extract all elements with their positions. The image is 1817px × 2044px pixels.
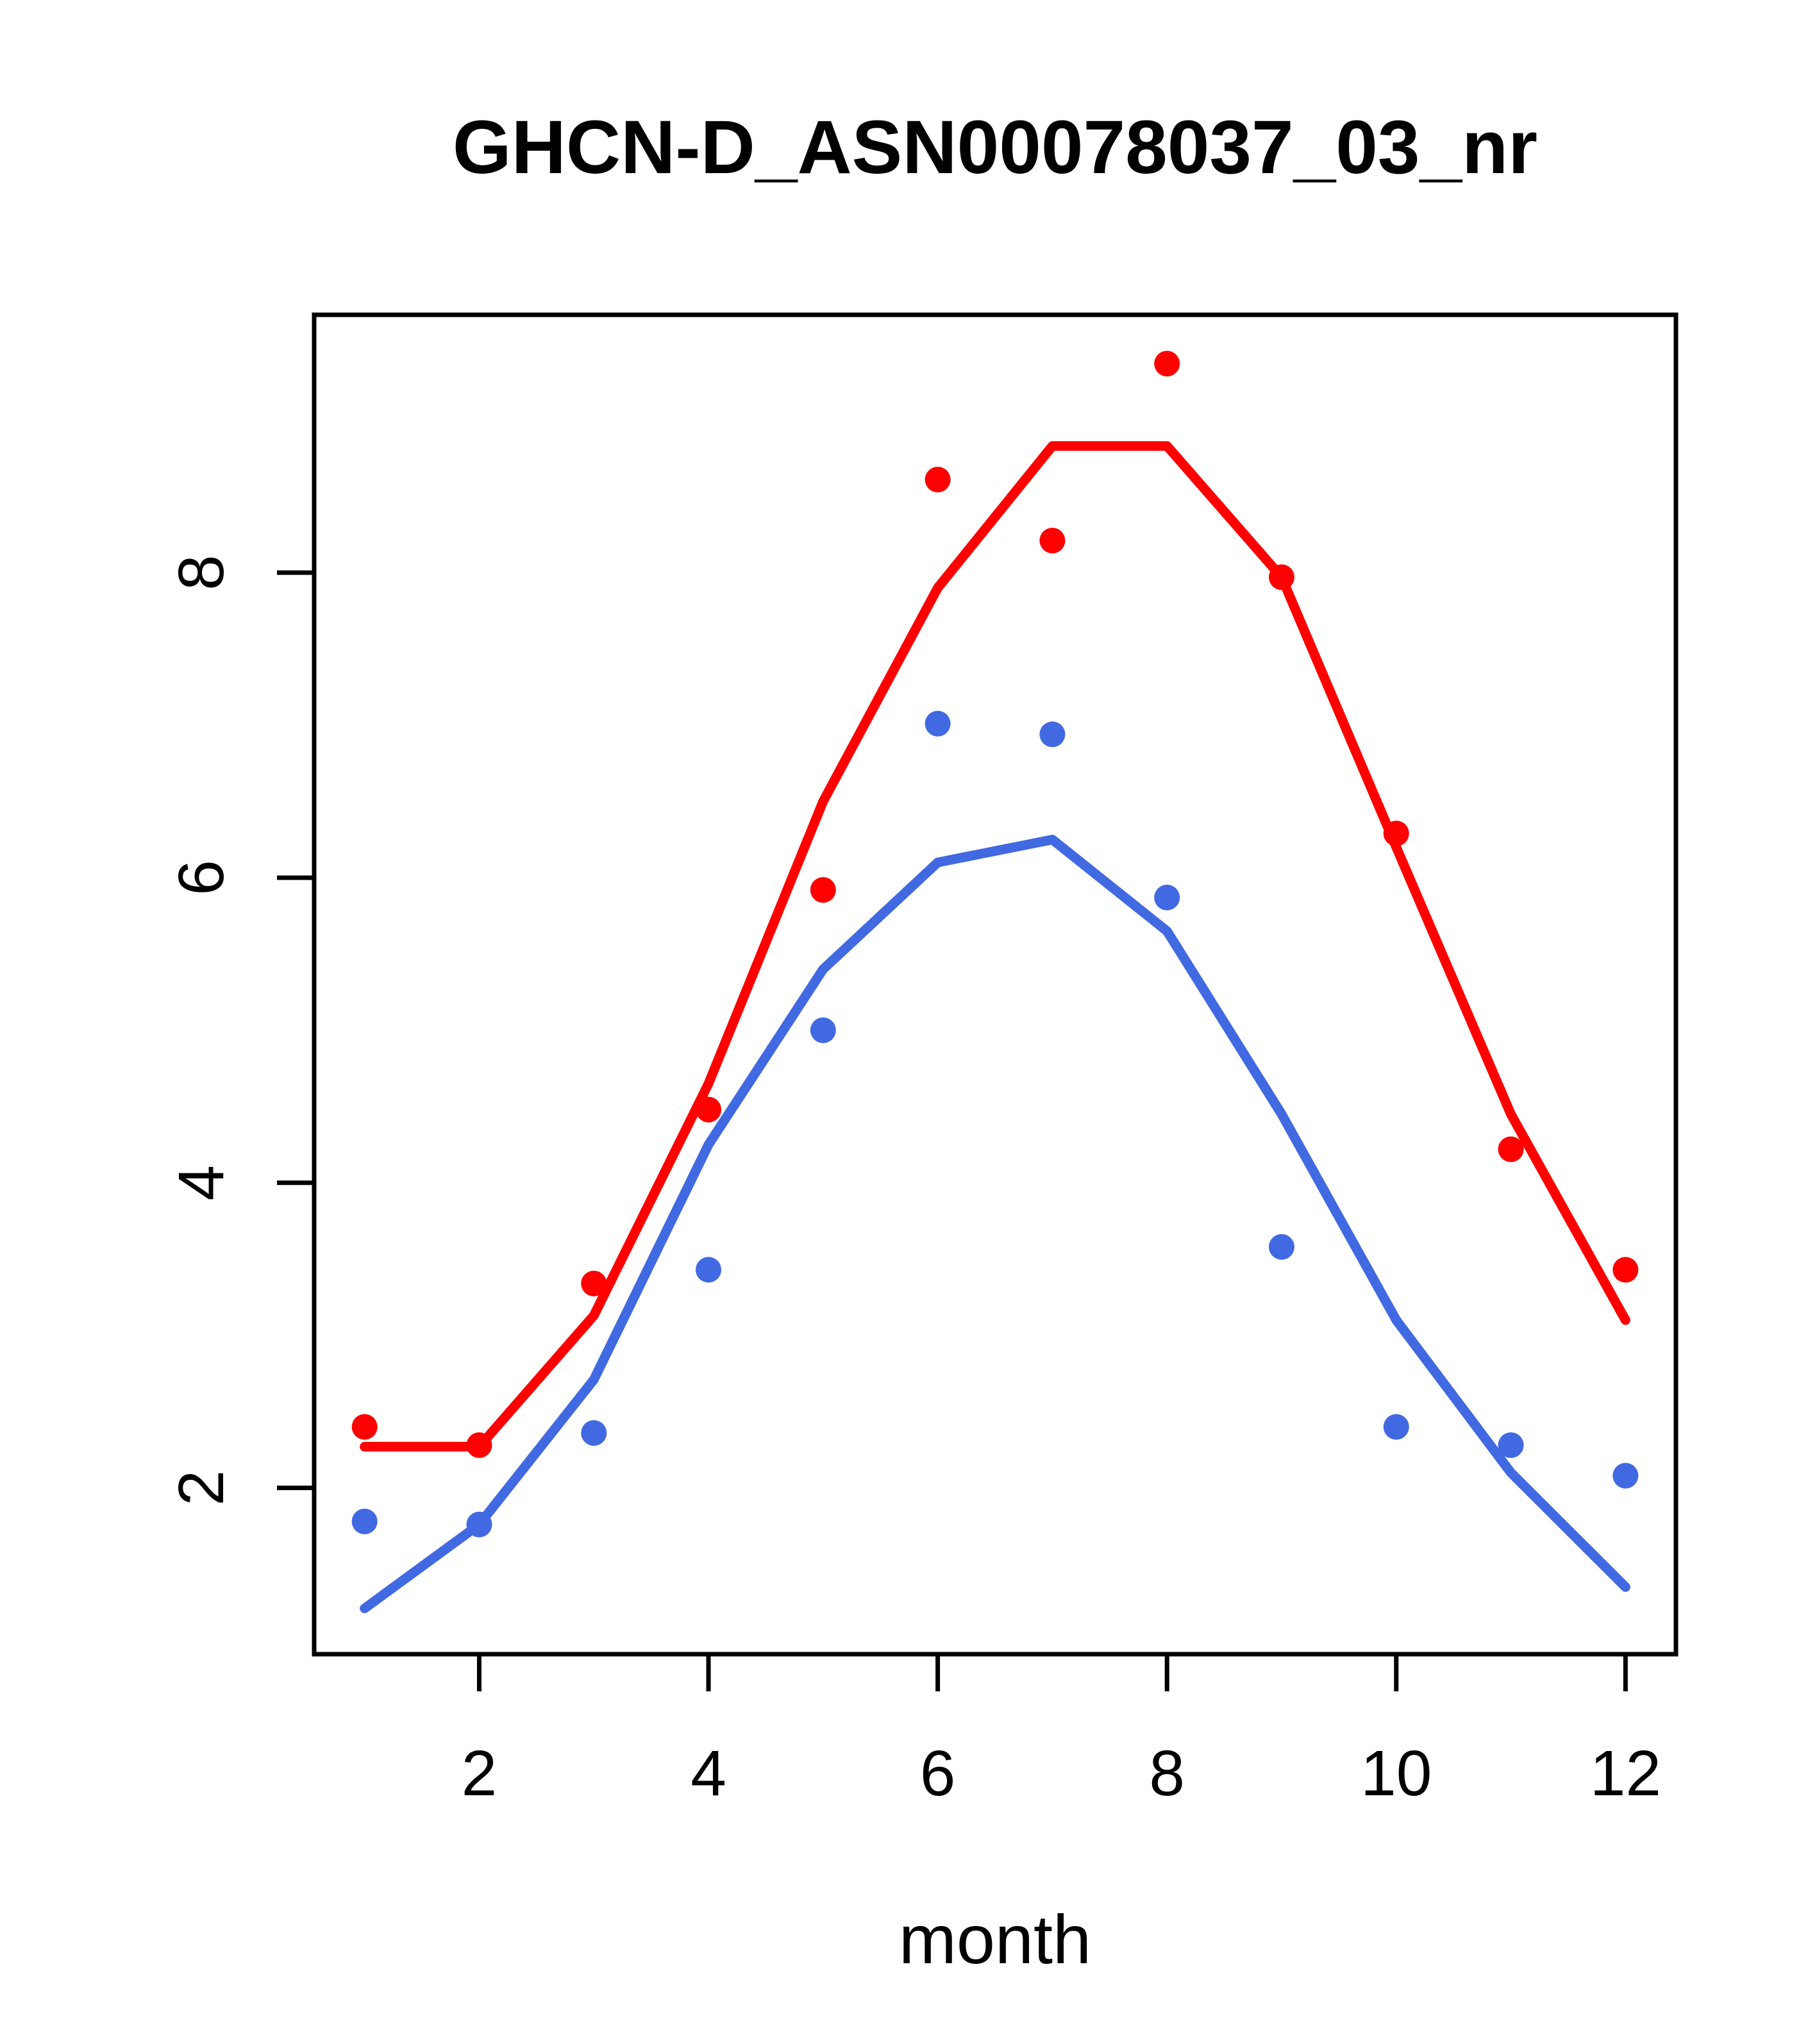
red-point-5	[810, 876, 836, 903]
blue-point-6	[925, 710, 951, 737]
plot-box	[312, 312, 1679, 1657]
x-tick-label-4: 4	[691, 1738, 726, 1809]
red-point-2	[466, 1432, 492, 1459]
x-tick-label-10: 10	[1361, 1738, 1432, 1809]
blue-point-11	[1498, 1432, 1524, 1459]
y-axis-ticks	[277, 570, 314, 1491]
blue-point-2	[466, 1511, 492, 1537]
red-point-8	[1154, 351, 1180, 377]
y-tick-label-6: 6	[165, 860, 237, 896]
red-point-3	[581, 1270, 607, 1296]
x-tick-label-8: 8	[1149, 1738, 1185, 1809]
x-axis-tick-labels: 2 4 6 8 10 12	[462, 1738, 1661, 1809]
red-point-11	[1498, 1136, 1524, 1162]
blue-line	[360, 834, 1630, 1614]
y-axis-tick-labels: 2 4 6 8	[165, 555, 237, 1505]
y-tick-label-4: 4	[165, 1165, 237, 1201]
blue-point-12	[1612, 1462, 1639, 1489]
y-tick-label-8: 8	[165, 555, 237, 591]
blue-point-10	[1383, 1414, 1409, 1440]
x-tick-label-12: 12	[1590, 1738, 1661, 1809]
x-axis-label: month	[899, 1900, 1091, 1978]
series-points	[351, 351, 1639, 1537]
blue-point-3	[581, 1420, 607, 1446]
blue-point-7	[1039, 721, 1066, 748]
series-lines	[360, 441, 1630, 1614]
red-point-4	[696, 1096, 722, 1123]
blue-point-8	[1154, 884, 1180, 910]
x-tick-label-2: 2	[462, 1738, 498, 1809]
chart-title: GHCN-D_ASN00078037_03_nr	[453, 105, 1537, 190]
red-point-7	[1039, 528, 1066, 554]
red-point-1	[351, 1414, 378, 1440]
red-point-9	[1268, 564, 1294, 591]
blue-point-4	[696, 1257, 722, 1283]
x-tick-label-6: 6	[920, 1738, 956, 1809]
red-point-10	[1383, 820, 1409, 846]
red-point-6	[925, 466, 951, 492]
red-point-12	[1612, 1257, 1639, 1283]
blue-point-1	[351, 1509, 378, 1535]
y-tick-label-2: 2	[165, 1470, 237, 1506]
x-axis-ticks	[476, 1654, 1628, 1691]
red-line	[360, 441, 1630, 1452]
blue-point-5	[810, 1017, 836, 1043]
blue-point-9	[1268, 1234, 1294, 1260]
